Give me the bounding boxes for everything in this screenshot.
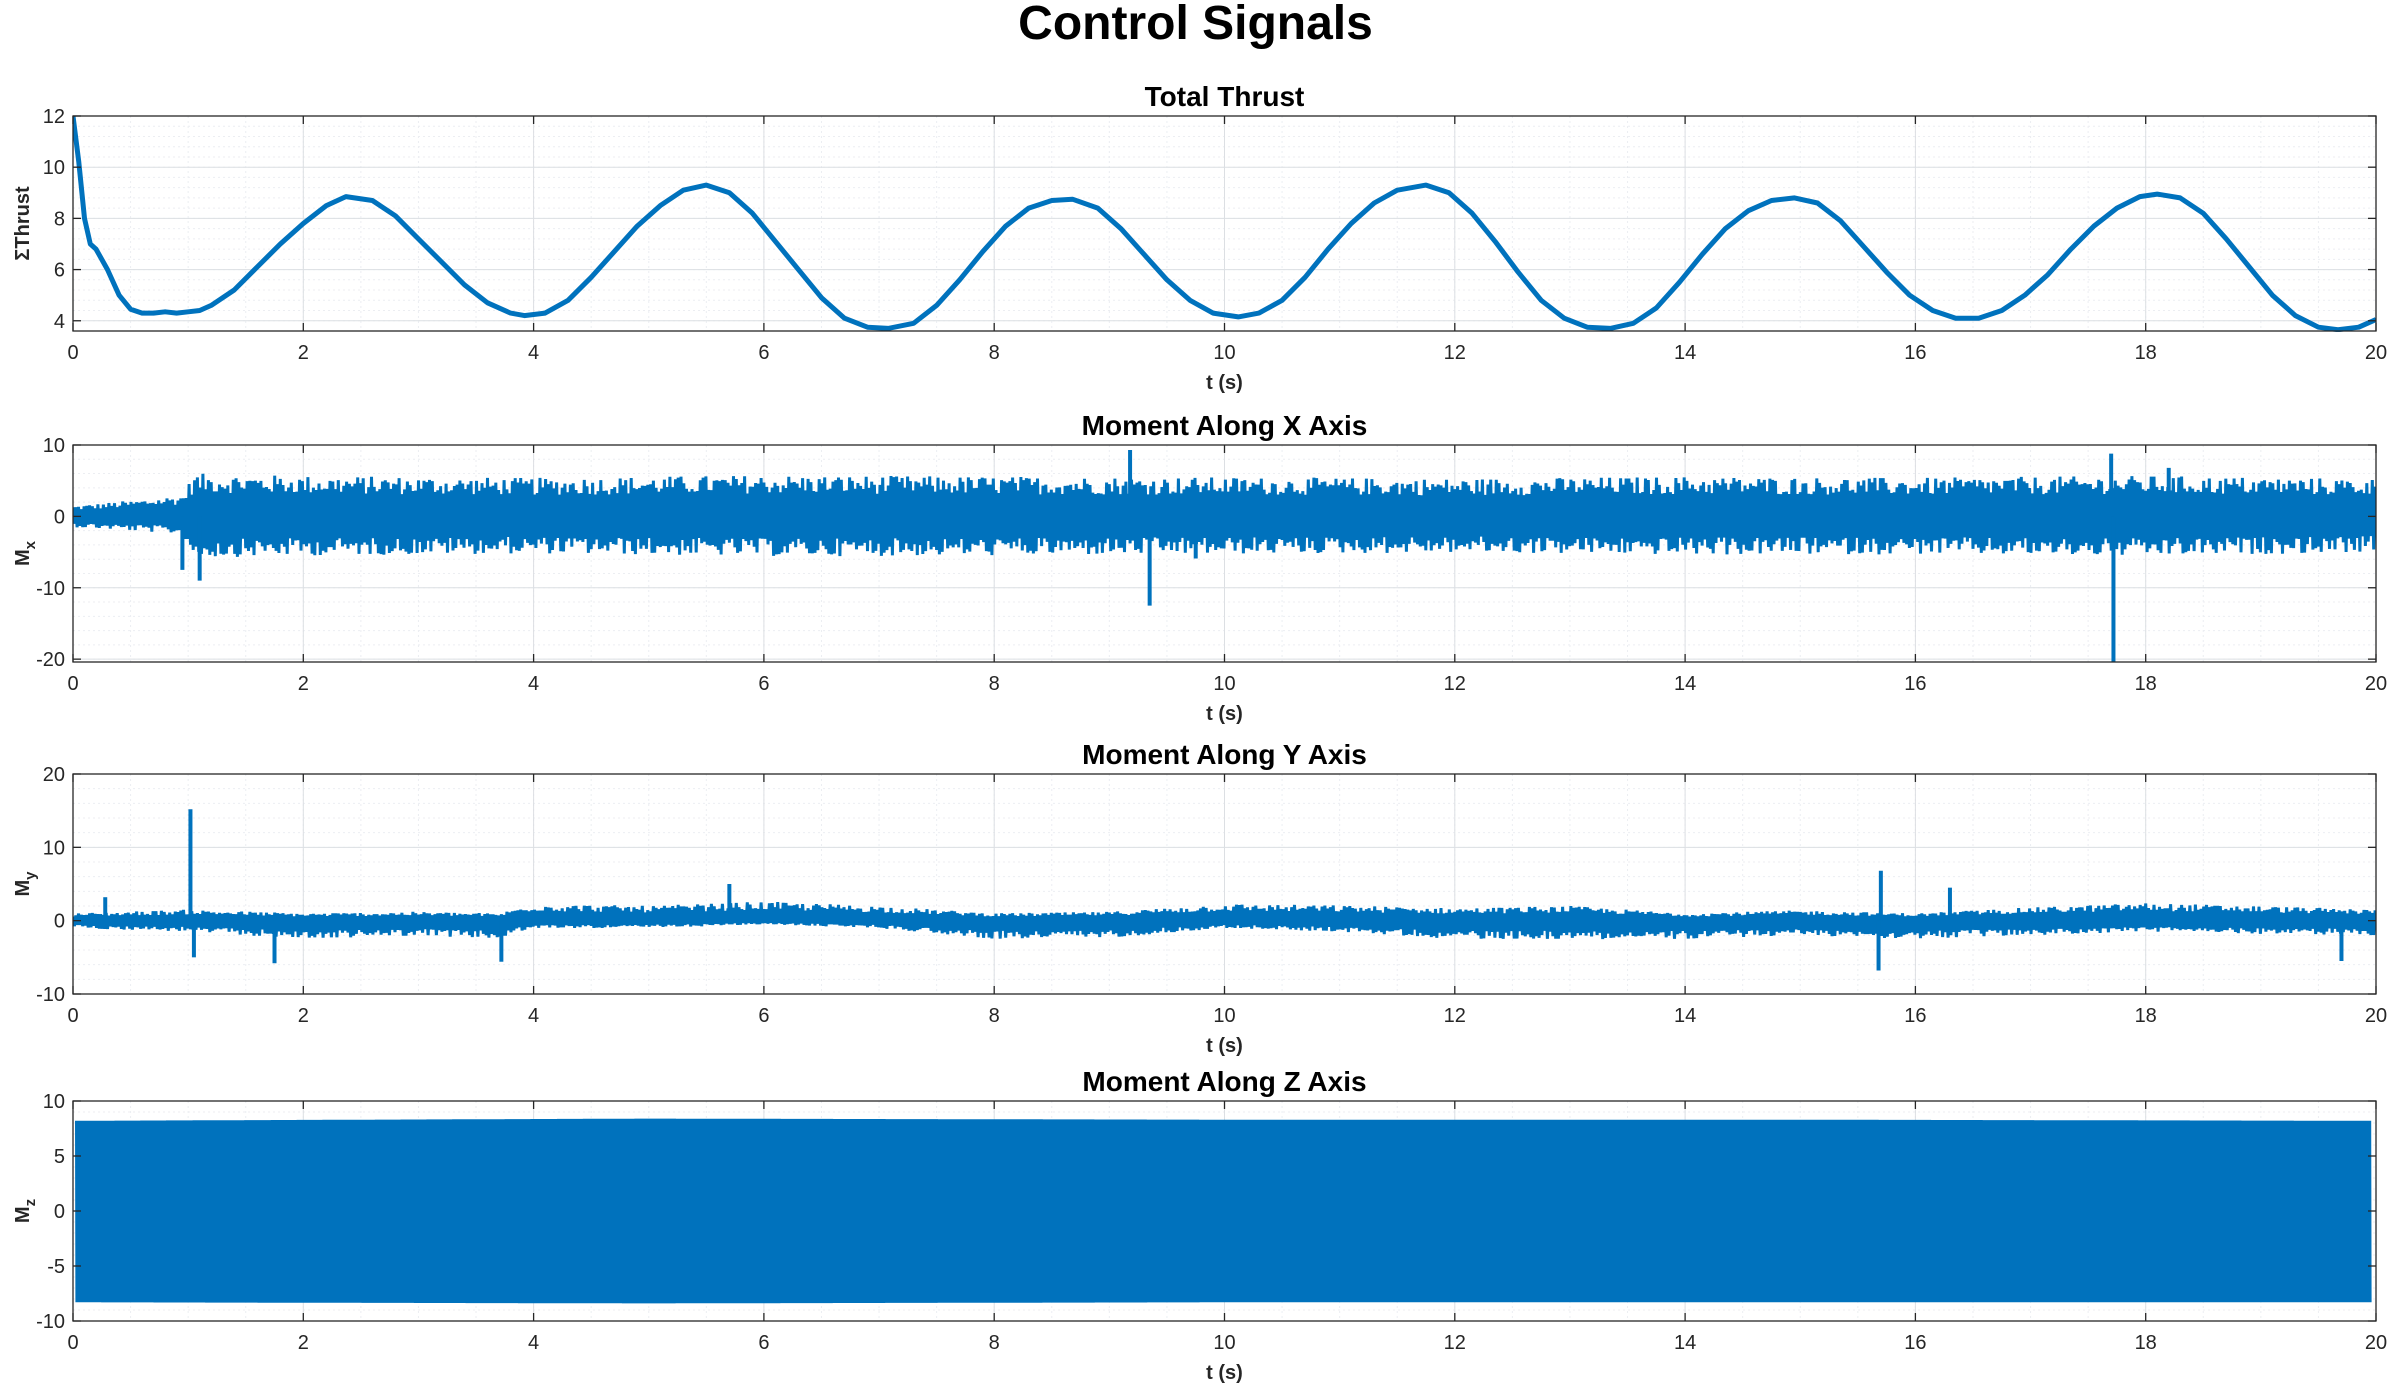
x-tick-label: 8 xyxy=(989,1332,1000,1354)
x-tick-label: 12 xyxy=(1444,673,1466,695)
x-tick-label: 12 xyxy=(1444,342,1466,364)
x-tick-label: 10 xyxy=(1213,673,1235,695)
x-tick-label: 4 xyxy=(528,673,539,695)
panel-title: Moment Along X Axis xyxy=(1082,410,1368,441)
y-axis-label: Mx xyxy=(12,540,39,566)
y-tick-label: 10 xyxy=(43,435,65,457)
x-tick-label: 16 xyxy=(1904,1005,1926,1027)
x-tick-label: 18 xyxy=(2135,342,2157,364)
x-tick-label: 20 xyxy=(2365,1005,2387,1027)
x-axis-label: t (s) xyxy=(1206,1035,1243,1057)
y-axis-label: Mz xyxy=(12,1199,39,1223)
y-tick-label: 20 xyxy=(43,764,65,786)
y-axis-label: My xyxy=(12,871,39,897)
x-tick-label: 12 xyxy=(1444,1332,1466,1354)
y-tick-label: -5 xyxy=(47,1256,65,1278)
y-tick-label: -20 xyxy=(36,649,65,671)
x-tick-label: 14 xyxy=(1674,673,1696,695)
y-tick-label: 0 xyxy=(54,911,65,933)
y-tick-label: 10 xyxy=(43,837,65,859)
y-tick-label: -10 xyxy=(36,1311,65,1333)
x-tick-label: 4 xyxy=(528,1332,539,1354)
y-tick-label: 10 xyxy=(43,157,65,179)
x-tick-label: 0 xyxy=(67,342,78,364)
y-tick-label: 8 xyxy=(54,208,65,230)
panel-title: Moment Along Z Axis xyxy=(1082,1066,1366,1097)
y-tick-label: 5 xyxy=(54,1146,65,1168)
x-axis-label: t (s) xyxy=(1206,1362,1243,1383)
moment-series-line xyxy=(75,1118,2372,1304)
x-tick-label: 14 xyxy=(1674,1332,1696,1354)
y-tick-label: 0 xyxy=(54,1201,65,1223)
x-tick-label: 18 xyxy=(2135,1005,2157,1027)
x-tick-label: 18 xyxy=(2135,1332,2157,1354)
y-tick-label: 6 xyxy=(54,260,65,282)
x-tick-label: 10 xyxy=(1213,342,1235,364)
y-tick-label: 4 xyxy=(54,311,65,333)
y-axis-label: ΣThrust xyxy=(12,186,34,261)
x-tick-label: 4 xyxy=(528,342,539,364)
figure-title: Control Signals xyxy=(1018,0,1373,50)
x-axis-label: t (s) xyxy=(1206,703,1243,725)
x-tick-label: 20 xyxy=(2365,1332,2387,1354)
x-tick-label: 10 xyxy=(1213,1332,1235,1354)
y-tick-label: 10 xyxy=(43,1091,65,1113)
x-tick-label: 6 xyxy=(758,1332,769,1354)
x-tick-label: 2 xyxy=(298,1332,309,1354)
x-tick-label: 8 xyxy=(989,673,1000,695)
panel-title: Total Thrust xyxy=(1145,81,1305,112)
x-tick-label: 20 xyxy=(2365,342,2387,364)
x-tick-label: 14 xyxy=(1674,342,1696,364)
x-tick-label: 20 xyxy=(2365,673,2387,695)
x-tick-label: 10 xyxy=(1213,1005,1235,1027)
x-tick-label: 0 xyxy=(67,1005,78,1027)
x-tick-label: 2 xyxy=(298,673,309,695)
x-tick-label: 6 xyxy=(758,1005,769,1027)
x-tick-label: 2 xyxy=(298,342,309,364)
x-tick-label: 16 xyxy=(1904,1332,1926,1354)
x-tick-label: 14 xyxy=(1674,1005,1696,1027)
moment-series-line xyxy=(73,902,2376,940)
y-tick-label: -10 xyxy=(36,578,65,600)
x-tick-label: 6 xyxy=(758,673,769,695)
x-tick-label: 8 xyxy=(989,342,1000,364)
y-tick-label: 0 xyxy=(54,506,65,528)
y-tick-label: 12 xyxy=(43,106,65,128)
x-tick-label: 12 xyxy=(1444,1005,1466,1027)
y-tick-label: -10 xyxy=(36,984,65,1006)
x-tick-label: 18 xyxy=(2135,673,2157,695)
x-axis-label: t (s) xyxy=(1206,372,1243,394)
x-tick-label: 8 xyxy=(989,1005,1000,1027)
panel-title: Moment Along Y Axis xyxy=(1082,739,1367,770)
thrust-series-line xyxy=(73,115,2376,332)
moment-series-line xyxy=(73,473,2376,557)
x-tick-label: 6 xyxy=(758,342,769,364)
x-tick-label: 0 xyxy=(67,673,78,695)
x-tick-label: 16 xyxy=(1904,673,1926,695)
x-tick-label: 0 xyxy=(67,1332,78,1354)
x-tick-label: 2 xyxy=(298,1005,309,1027)
x-tick-label: 4 xyxy=(528,1005,539,1027)
x-tick-label: 16 xyxy=(1904,342,1926,364)
